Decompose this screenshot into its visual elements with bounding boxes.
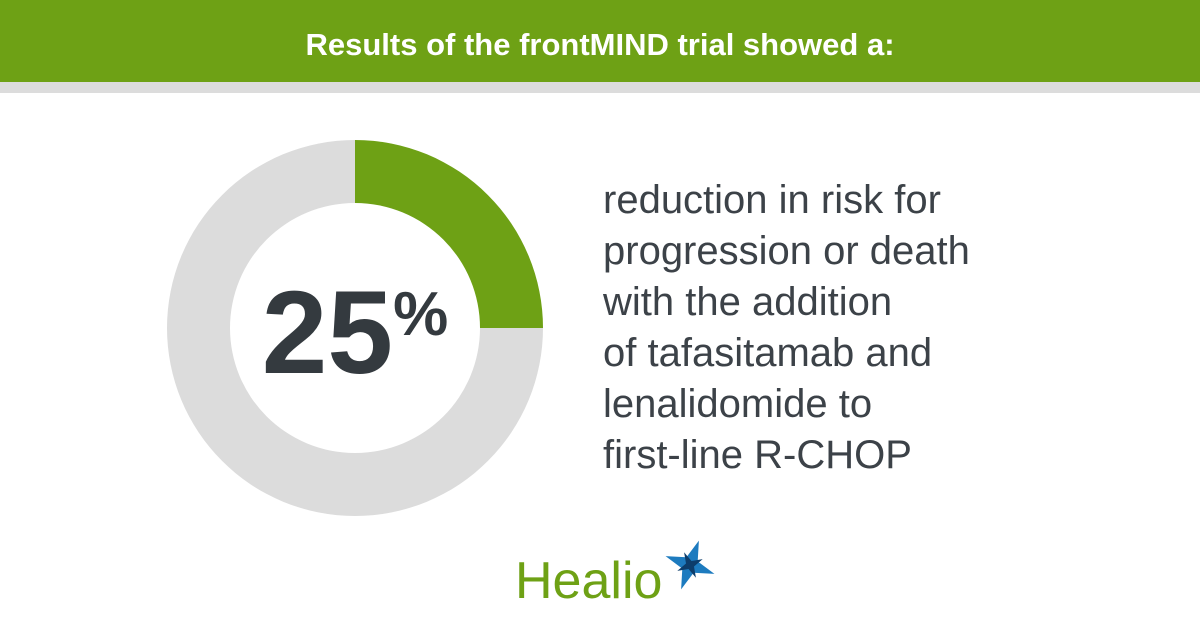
header-strip <box>0 82 1200 93</box>
title: Results of the frontMIND trial showed a: <box>305 27 894 62</box>
logo-star <box>665 540 715 590</box>
header-bar <box>0 0 1200 82</box>
description-line: lenalidomide to <box>603 382 872 426</box>
logo: Healio <box>515 552 662 610</box>
donut-segment <box>167 140 543 516</box>
description-line: of tafasitamab and <box>603 331 932 375</box>
description-line: first-line R-CHOP <box>603 433 912 477</box>
donut: 25% <box>167 140 543 516</box>
value-label: 25% <box>262 267 448 399</box>
donut-segment <box>355 140 543 328</box>
description: reduction in risk for progression or deat… <box>602 178 970 477</box>
description-line: reduction in risk for <box>603 178 941 222</box>
description-line: progression or death <box>603 229 970 273</box>
description-line: with the addition <box>602 280 892 324</box>
